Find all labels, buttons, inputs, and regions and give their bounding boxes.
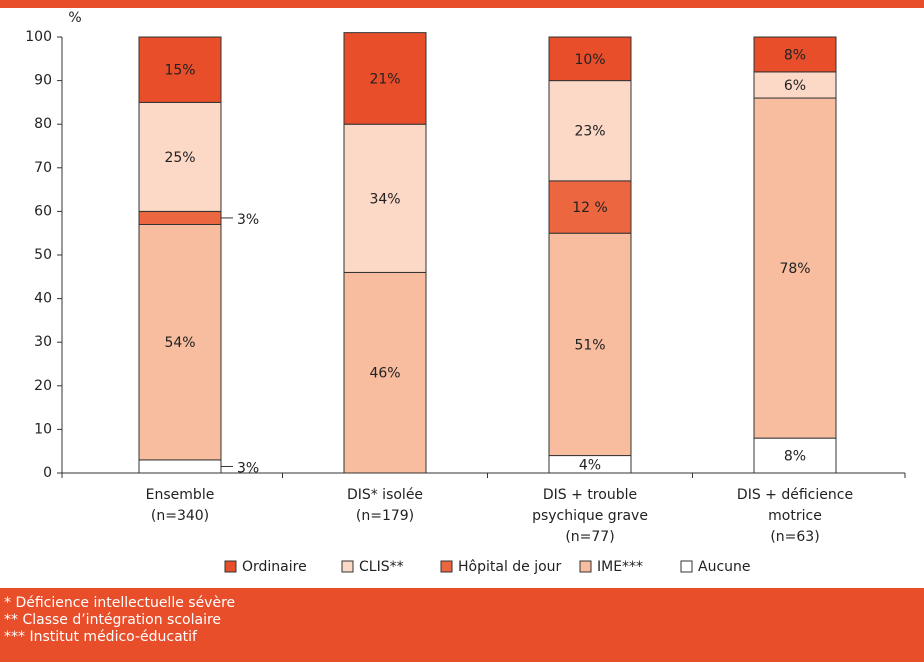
legend-swatch [224,560,237,573]
value-label: 15% [164,63,195,79]
y-tick-label: 30 [34,334,52,350]
y-tick-label: 100 [25,29,52,45]
value-label: 51% [574,337,605,353]
value-label: 25% [164,150,195,166]
bar-segment [343,32,427,125]
legend-swatch [680,560,693,573]
value-label: 8% [784,47,806,63]
legend-label: CLIS** [359,559,404,575]
legend-swatch [341,560,354,573]
footnote: * Déficience intellectuelle sévère [4,595,235,611]
bar-segment [343,123,427,273]
bar-segment [343,271,427,474]
bar-segment [138,223,222,461]
value-label: 3% [237,212,259,228]
value-label: 8% [784,449,806,465]
footnote: *** Institut médico-éducatif [4,629,198,645]
bar-segment [753,36,837,73]
x-tick-label: DIS + trouble [543,487,637,503]
y-axis-label: % [68,10,81,26]
value-label: 12 % [572,200,608,216]
y-tick-label: 20 [34,378,52,394]
y-tick-label: 0 [43,465,52,481]
value-label: 21% [369,71,400,87]
y-tick-label: 40 [34,291,52,307]
legend-swatch [579,560,592,573]
value-label: 78% [779,261,810,277]
y-tick-label: 70 [34,160,52,176]
x-tick-label: (n=77) [565,529,614,545]
x-tick-label: (n=179) [356,508,414,524]
x-tick-label: (n=340) [151,508,209,524]
x-tick-label: motrice [768,508,822,524]
bar-segment [548,80,632,182]
bar-segment [138,36,222,103]
value-label: 34% [369,191,400,207]
value-label: 6% [784,78,806,94]
bar-segment [138,459,222,474]
legend-swatch [440,560,453,573]
y-tick-label: 50 [34,247,52,263]
bar-segment [548,36,632,82]
y-tick-label: 90 [34,73,52,89]
x-tick-label: psychique grave [532,508,648,524]
value-label: 23% [574,124,605,140]
bar-segment [753,97,837,439]
x-tick-label: DIS* isolée [347,487,423,503]
legend-label: Ordinaire [242,559,307,575]
bar-segment [753,71,837,99]
bar-segment [138,210,222,225]
legend-label: IME*** [597,559,643,575]
value-label: 4% [579,457,601,473]
legend-label: Hôpital de jour [458,559,562,575]
bar-segment [138,101,222,212]
y-tick-label: 10 [34,421,52,437]
footer-band [0,588,924,662]
value-label: 3% [237,460,259,476]
x-tick-label: DIS + déficience [737,487,853,503]
value-label: 10% [574,52,605,68]
y-tick-label: 80 [34,116,52,132]
value-label: 46% [369,366,400,382]
bar-segment [548,232,632,457]
legend-label: Aucune [698,559,751,575]
value-label: 54% [164,335,195,351]
x-tick-label: (n=63) [770,529,819,545]
x-tick-label: Ensemble [146,487,215,503]
footnote: ** Classe d’intégration scolaire [4,612,221,628]
y-tick-label: 60 [34,203,52,219]
bar-segment [753,437,837,474]
top-band [0,0,924,8]
